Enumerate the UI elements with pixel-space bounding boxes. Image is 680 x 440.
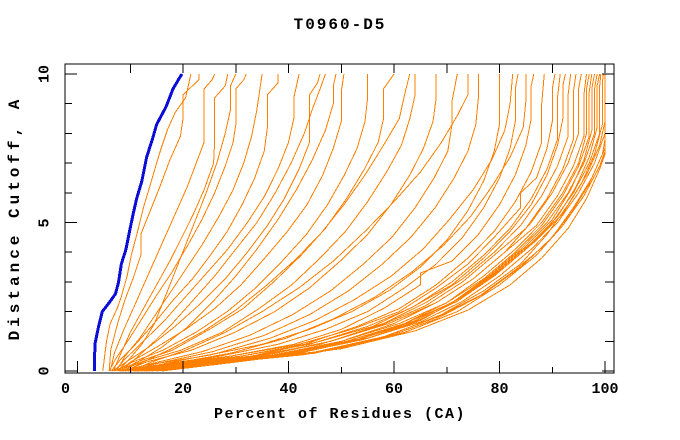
- curve-14: [123, 74, 437, 372]
- curve-08: [114, 73, 300, 372]
- curve-20: [130, 73, 545, 372]
- y-tick-label-5: 5: [36, 217, 54, 228]
- curve-24: [135, 73, 572, 372]
- curve-40: [161, 74, 606, 372]
- curve-03: [109, 73, 216, 372]
- curve-10: [118, 73, 345, 372]
- curve-07: [110, 74, 279, 372]
- curve-11: [114, 74, 369, 372]
- x-axis-title: Percent of Residues (CA): [213, 406, 467, 423]
- curve-29: [132, 73, 593, 372]
- curve-01: [102, 73, 192, 372]
- x-tick-label-80: 80: [490, 381, 509, 398]
- curve-18: [124, 73, 519, 372]
- curve-05: [108, 73, 247, 372]
- curve-25: [127, 73, 577, 372]
- curve-47: [136, 74, 527, 372]
- x-tick-label-20: 20: [173, 381, 193, 398]
- curve-17: [119, 74, 500, 372]
- curve-09: [112, 73, 321, 372]
- plot-title: T0960-D5: [293, 16, 387, 34]
- curve-27: [130, 73, 587, 372]
- curve-04: [112, 73, 229, 372]
- curve-45: [122, 73, 337, 372]
- plot-border: [64, 63, 615, 374]
- curve-02: [108, 74, 200, 372]
- x-tick-label-0: 0: [60, 381, 71, 398]
- x-tick-label-100: 100: [591, 381, 619, 398]
- highlight-curve: [92, 73, 184, 372]
- curve-36: [151, 74, 606, 372]
- x-tick-label-40: 40: [279, 381, 298, 398]
- curve-16: [127, 74, 479, 372]
- curve-21: [122, 73, 556, 372]
- y-tick-label-0: 0: [36, 366, 54, 376]
- curve-46: [134, 73, 514, 372]
- curve-42: [120, 73, 326, 372]
- curve-23: [124, 73, 566, 372]
- curve-43: [125, 73, 411, 372]
- curve-13: [121, 74, 416, 372]
- curve-06: [116, 73, 263, 372]
- curve-31: [135, 73, 598, 372]
- curve-38: [156, 74, 606, 372]
- curve-41: [117, 73, 237, 372]
- y-tick-label-10: 10: [36, 64, 54, 84]
- x-tick-label-60: 60: [384, 381, 404, 398]
- curve-15: [124, 73, 458, 372]
- curve-44: [131, 74, 469, 372]
